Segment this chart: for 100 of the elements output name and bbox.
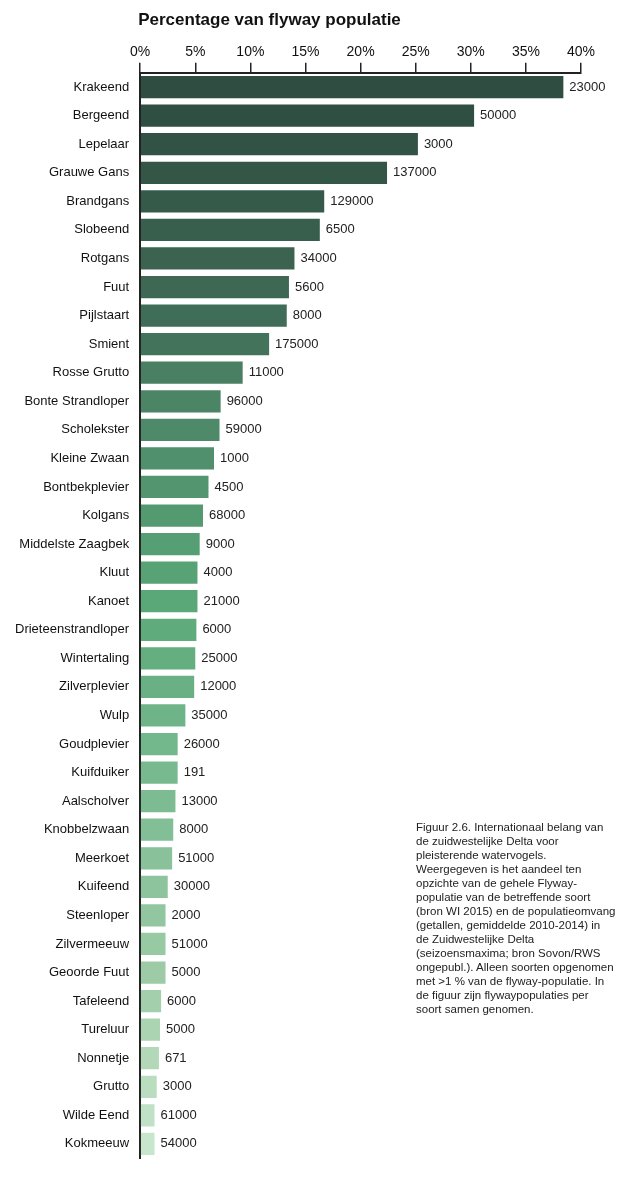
y-tick-label: Zilvermeeuw xyxy=(55,935,130,951)
bar xyxy=(140,790,176,813)
annotation: 6000 xyxy=(167,992,197,1008)
annotation: 8000 xyxy=(179,821,209,837)
annotation: 5600 xyxy=(294,278,324,294)
annotation: 3000 xyxy=(162,1078,192,1094)
y-tick-label: Steenloper xyxy=(66,906,130,922)
annotation: 50000 xyxy=(480,107,517,123)
bar xyxy=(140,275,289,299)
annotation: 21000 xyxy=(203,592,240,608)
x-tick-label: 10% xyxy=(236,43,265,60)
y-tick-label: Wilde Eend xyxy=(62,1106,130,1122)
y-tick-label: Nonnetje xyxy=(77,1049,130,1065)
bar xyxy=(140,1132,155,1156)
y-tick-label: Brandgans xyxy=(66,192,130,208)
annotation: 68000 xyxy=(208,507,246,523)
y-tick-label: Tafeleend xyxy=(72,992,130,1008)
y-tick-label: Bergeend xyxy=(72,107,130,123)
y-tick-label: Kuifeend xyxy=(77,878,130,894)
bar xyxy=(140,704,186,727)
bar xyxy=(140,390,221,413)
x-tick-label: 0% xyxy=(130,43,151,60)
x-tick-label: 30% xyxy=(456,43,485,60)
chart-title: Percentage van flyway populatie xyxy=(138,10,401,30)
bar xyxy=(140,104,475,127)
bar xyxy=(140,133,418,156)
y-tick-label: Knobbelzwaan xyxy=(43,821,130,837)
y-tick-label: Zilverplevier xyxy=(59,678,130,694)
y-tick-label: Rotgans xyxy=(80,250,130,266)
y-tick-label: Bonte Strandloper xyxy=(24,392,130,408)
y-tick-label: Wulp xyxy=(99,707,130,723)
annotation: 1000 xyxy=(220,449,249,465)
bar xyxy=(140,989,162,1013)
x-tick-label: 35% xyxy=(511,43,540,60)
annotation: 4500 xyxy=(214,478,244,494)
y-tick-label: Bontbekplevier xyxy=(43,478,130,494)
bar xyxy=(140,304,287,327)
y-tick-label: Goudplevier xyxy=(59,735,130,751)
y-tick-label: Smient xyxy=(88,335,130,351)
y-tick-label: Grauwe Gans xyxy=(48,164,130,180)
annotation: 96000 xyxy=(226,392,263,408)
annotation: 4000 xyxy=(203,564,233,580)
annotation: 34000 xyxy=(300,250,337,266)
bar xyxy=(140,818,174,841)
y-tick-label: Kokmeeuw xyxy=(64,1135,130,1151)
annotation: 25000 xyxy=(201,649,238,665)
bar xyxy=(140,618,197,641)
y-tick-label: Kolgans xyxy=(82,507,130,523)
y-tick-label: Krakeend xyxy=(73,78,130,94)
y-tick-label: Aalscholver xyxy=(61,792,130,808)
bar xyxy=(140,218,320,242)
y-tick-label: Grutto xyxy=(93,1078,130,1094)
annotation: 8000 xyxy=(292,307,322,323)
annotation: 9000 xyxy=(205,535,235,551)
bar xyxy=(140,475,209,499)
x-tick-label: 20% xyxy=(346,43,375,60)
annotation: 175000 xyxy=(275,335,319,351)
x-tick-label: 25% xyxy=(401,43,430,60)
bar xyxy=(140,247,295,270)
bar xyxy=(140,504,203,527)
bar xyxy=(140,590,198,613)
x-tick-label: 5% xyxy=(185,43,206,60)
bar xyxy=(140,732,178,756)
bar xyxy=(140,761,178,784)
annotation: 3000 xyxy=(423,135,453,151)
annotation: 23000 xyxy=(569,78,606,94)
bar xyxy=(140,932,166,956)
bar xyxy=(140,75,564,99)
bar xyxy=(140,333,270,356)
annotation: 59000 xyxy=(225,421,262,437)
annotation: 137000 xyxy=(393,164,437,180)
bar xyxy=(140,161,388,184)
y-tick-label: Fuut xyxy=(103,278,130,294)
annotation: 5000 xyxy=(171,964,201,980)
bar xyxy=(140,532,200,556)
text: Figuur 2.6. Internationaal belang van de zuidwestelijke Delta voor pleisterende watervogels. Weergegeven is het aandeel ten opzichte van de gehele Flyway-populatie van de betreffende soort (bron WI 2015) en de populatieomvang (getallen, gemiddelde 2010-2014) in de Zuidwestelijke Delta (seizoensmaxima; bron Sovon/RWS ongepubl.). Alleen soorten opgenomen met >1 % van de flyway-populatie. In de figuur zijn flywaypopulaties per soort samen genomen. xyxy=(416,821,616,1015)
y-tick-label: Meerkoet xyxy=(74,849,130,865)
annotation: 6500 xyxy=(325,221,355,237)
annotation: 6000 xyxy=(202,621,232,637)
annotation: 35000 xyxy=(191,707,228,723)
bar xyxy=(140,647,196,670)
x-tick-label: 40% xyxy=(566,43,596,60)
annotation: 30000 xyxy=(173,878,210,894)
y-tick-label: Lepelaar xyxy=(78,135,130,151)
annotation: 5000 xyxy=(166,1021,195,1037)
y-tick-label: Kanoet xyxy=(87,592,130,608)
y-tick-label: Slobeend xyxy=(74,221,130,237)
annotation: 129000 xyxy=(330,192,374,208)
bar xyxy=(140,847,173,870)
annotation: 13000 xyxy=(181,792,218,808)
bar xyxy=(140,904,166,927)
annotation: 11000 xyxy=(248,364,284,380)
annotation: 671 xyxy=(164,1049,187,1065)
y-tick-label: Geoorde Fuut xyxy=(48,964,130,980)
bar xyxy=(140,1104,155,1127)
bar xyxy=(140,675,195,699)
annotation: 51000 xyxy=(171,935,208,951)
annotation: 26000 xyxy=(183,735,220,751)
y-tick-label: Scholekster xyxy=(61,421,130,437)
y-tick-label: Middelste Zaagbek xyxy=(19,535,130,551)
